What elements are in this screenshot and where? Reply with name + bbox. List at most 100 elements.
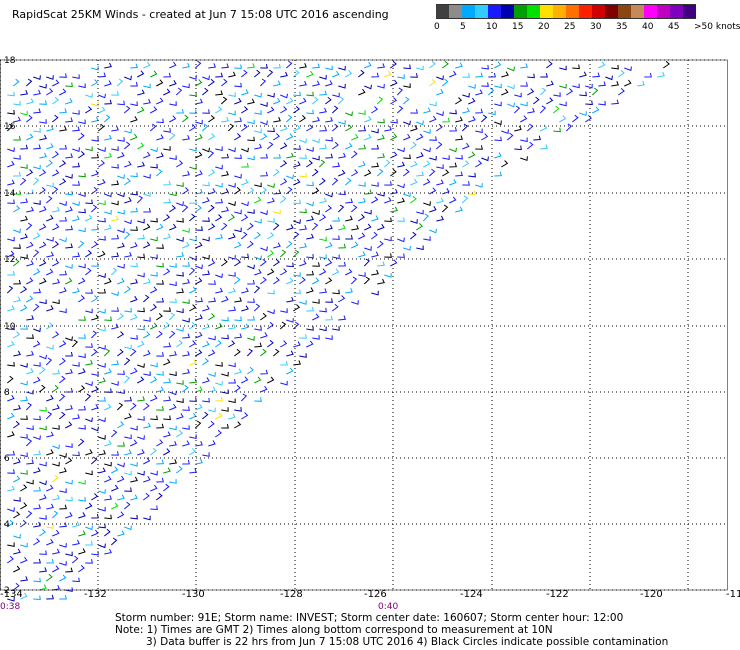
scale-swatch	[501, 4, 514, 19]
wind-barb	[299, 276, 306, 285]
wind-barb	[507, 102, 515, 108]
wind-barb	[202, 197, 210, 204]
wind-barb	[7, 147, 15, 153]
wind-barb	[306, 201, 314, 207]
wind-barb	[39, 461, 47, 467]
wind-barb	[455, 135, 463, 141]
wind-barb	[299, 97, 307, 105]
wind-barb	[611, 64, 619, 70]
wind-barb	[228, 413, 236, 420]
wind-barb	[397, 217, 405, 222]
wind-barb	[91, 65, 99, 71]
wind-barb	[247, 209, 255, 214]
wind-barb	[176, 339, 183, 348]
wind-barb	[208, 297, 216, 303]
wind-barb	[266, 69, 274, 78]
wind-barb	[195, 458, 203, 465]
wind-barb	[416, 120, 424, 126]
wind-barb	[449, 109, 457, 115]
wind-barb	[565, 123, 573, 132]
wind-barb	[449, 179, 457, 186]
wind-barb	[423, 147, 431, 153]
scale-label: 40	[642, 22, 654, 32]
latitude-labels: 18 16 14 12 10 8 6 4 2	[4, 56, 16, 596]
wind-barb	[371, 251, 379, 258]
wind-barb	[163, 378, 171, 384]
wind-barb	[163, 214, 171, 222]
wind-barb	[285, 60, 293, 69]
wind-barb	[234, 407, 242, 412]
wind-barb	[306, 326, 314, 331]
wind-barb	[46, 484, 54, 492]
wind-barb	[273, 80, 281, 87]
wind-barb	[260, 120, 268, 126]
wind-barb	[52, 299, 60, 305]
wind-barb	[176, 413, 184, 420]
wind-barb	[65, 82, 73, 88]
wind-barb	[182, 425, 190, 430]
wind-barb	[462, 73, 470, 78]
wind-barb	[189, 378, 197, 384]
wind-barb	[273, 168, 280, 177]
wind-barb	[221, 188, 229, 195]
wind-barb	[169, 101, 177, 107]
wind-barb	[91, 385, 99, 393]
wind-barb	[520, 101, 528, 107]
wind-barb	[364, 223, 372, 231]
wind-barb	[65, 351, 73, 357]
wind-barb	[338, 152, 346, 159]
wind-barb	[182, 135, 190, 141]
wind-barb	[46, 344, 54, 350]
wind-barb	[65, 190, 73, 196]
wind-barb	[338, 295, 346, 303]
wind-barb	[33, 327, 41, 333]
wind-barb	[331, 177, 339, 186]
wind-barb	[319, 288, 327, 294]
wind-barb	[513, 105, 521, 114]
wind-barb	[59, 88, 67, 96]
wind-barb	[12, 258, 20, 267]
wind-barb	[292, 69, 300, 78]
wind-barb	[319, 326, 327, 332]
wind-barb	[338, 169, 346, 177]
wind-barb	[104, 134, 112, 141]
wind-barb	[137, 253, 145, 259]
wind-barb	[33, 538, 41, 546]
wind-barb	[85, 146, 93, 152]
wind-barb	[273, 63, 281, 69]
wind-barb	[59, 594, 67, 600]
wind-barb	[396, 105, 404, 114]
wind-barb	[163, 233, 171, 240]
wind-barb	[130, 101, 138, 107]
wind-barb	[85, 525, 93, 531]
wind-barb	[501, 129, 509, 134]
wind-barb	[13, 205, 21, 213]
wind-barb	[163, 396, 171, 402]
wind-barb	[91, 101, 99, 107]
wind-barb	[520, 82, 528, 87]
wind-barb	[195, 264, 203, 270]
wind-barb	[364, 115, 372, 123]
wind-barb	[234, 421, 242, 429]
wind-barb	[306, 306, 314, 312]
wind-barb	[39, 425, 47, 431]
wind-barb	[46, 88, 54, 96]
wind-barb	[85, 93, 93, 98]
wind-barb	[65, 551, 73, 557]
wind-barb	[91, 79, 99, 87]
wind-barb	[468, 97, 476, 105]
wind-barb	[331, 105, 339, 114]
wind-barb	[182, 459, 190, 465]
wind-barb	[182, 170, 190, 177]
wind-barb	[254, 143, 262, 150]
wind-barb	[254, 397, 262, 402]
wind-barb	[506, 132, 514, 141]
note-line-2: 3) Data buffer is 22 hrs from Jun 7 15:0…	[146, 636, 669, 648]
wind-barb	[32, 249, 40, 258]
wind-barb	[143, 192, 151, 197]
wind-barb	[150, 106, 158, 114]
wind-barb	[98, 217, 106, 223]
wind-barb	[247, 298, 255, 303]
wind-barb	[137, 325, 145, 331]
wind-barb	[33, 164, 41, 170]
